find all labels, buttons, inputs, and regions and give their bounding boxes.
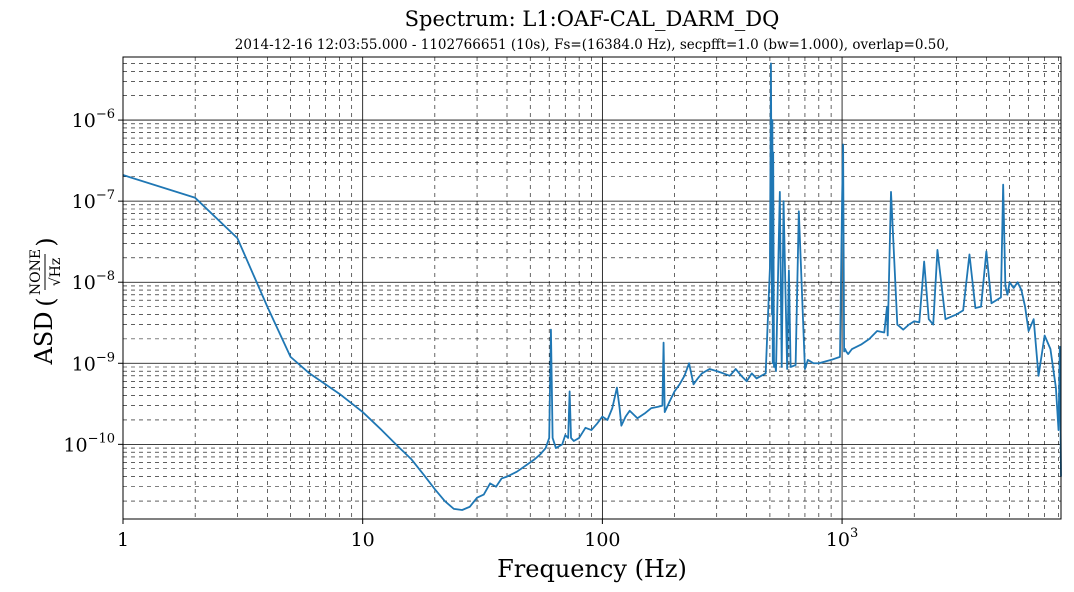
- x-axis-ticks: 1 10 100 103: [117, 519, 858, 551]
- y-tick-label: 10−9: [72, 350, 115, 375]
- series-line: [122, 62, 1062, 511]
- x-tick-label: 1: [117, 529, 129, 551]
- major-grid: [122, 57, 1061, 519]
- x-axis-label: Frequency (Hz): [497, 555, 687, 583]
- plot-frame: [122, 56, 1062, 520]
- x-tick-label: 10: [351, 529, 375, 551]
- y-axis-unit-numerator: NONE: [28, 249, 44, 295]
- x-tick-label: 103: [826, 526, 858, 551]
- y-axis-label: ASD ( NONE √Hz ): [28, 237, 64, 365]
- chart-title: Spectrum: L1:OAF-CAL_DARM_DQ: [405, 7, 780, 31]
- y-tick-label: 10−10: [63, 431, 115, 456]
- y-axis-paren-right: ): [32, 237, 60, 246]
- y-tick-label: 10−8: [72, 269, 115, 294]
- y-axis-label-prefix: ASD: [30, 311, 58, 365]
- x-tick-label: 100: [584, 529, 620, 551]
- y-tick-label: 10−6: [72, 107, 115, 132]
- y-axis-paren-left: (: [32, 297, 60, 306]
- y-axis-unit-denominator: √Hz: [48, 258, 64, 287]
- chart-subtitle: 2014-12-16 12:03:55.000 - 1102766651 (10…: [235, 37, 949, 53]
- y-tick-label: 10−7: [72, 188, 115, 213]
- minor-grid: [123, 56, 1061, 519]
- series-layer: [122, 62, 1062, 511]
- y-axis-ticks: 10−10 10−9 10−8 10−7 10−6: [63, 107, 123, 456]
